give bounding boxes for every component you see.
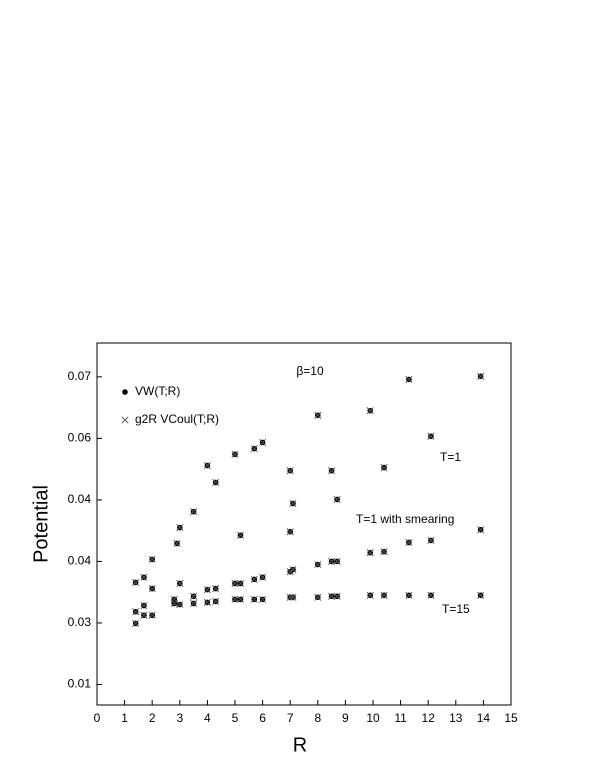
- point: [190, 599, 198, 608]
- point: [250, 575, 258, 583]
- y-tick-label: 0.01: [68, 677, 92, 691]
- point: [148, 611, 156, 619]
- point: [140, 611, 148, 619]
- y-tick-label: 0.07: [68, 369, 92, 383]
- x-tick-label: 12: [422, 711, 436, 725]
- point: [289, 566, 297, 574]
- point: [203, 598, 211, 607]
- legend-marker: [121, 416, 129, 424]
- y-axis-label: Potential: [30, 485, 52, 563]
- point: [190, 592, 198, 600]
- point: [236, 595, 245, 603]
- point: [328, 592, 336, 600]
- point: [380, 548, 388, 556]
- legend-label: g2R VCoul(T;R): [135, 412, 219, 426]
- point: [427, 536, 435, 544]
- point: [148, 585, 156, 593]
- x-tick-label: 1: [121, 711, 128, 725]
- point: [132, 578, 140, 587]
- point: [380, 591, 388, 599]
- x-tick-label: 4: [204, 711, 211, 725]
- point: [212, 585, 220, 593]
- point: [366, 407, 374, 415]
- x-axis-label: R: [293, 734, 307, 756]
- point: [333, 495, 341, 503]
- point: [140, 601, 148, 610]
- point: [333, 592, 341, 600]
- point: [231, 595, 239, 603]
- point: [427, 432, 435, 440]
- point: [132, 608, 140, 616]
- x-tick-label: 13: [449, 711, 463, 725]
- x-tick-label: 10: [366, 711, 380, 725]
- point: [176, 524, 184, 532]
- point: [212, 478, 220, 487]
- point: [173, 539, 181, 548]
- legend-label: VW(T;R): [135, 384, 180, 398]
- x-tick-label: 0: [94, 711, 101, 725]
- point: [140, 573, 148, 581]
- point: [477, 526, 485, 534]
- point: [286, 467, 294, 475]
- point: [236, 579, 245, 588]
- point: [236, 531, 245, 539]
- point: [328, 467, 336, 475]
- point: [405, 538, 413, 547]
- point: [176, 600, 184, 609]
- y-tick-label: 0.04: [68, 554, 92, 568]
- x-tick-label: 11: [394, 711, 407, 725]
- legend-marker: [122, 389, 128, 395]
- point: [405, 591, 413, 599]
- point: [477, 591, 485, 599]
- point: [289, 499, 297, 508]
- point: [231, 579, 239, 588]
- point: [314, 411, 322, 419]
- annotation: T=1 with smearing: [356, 512, 454, 526]
- y-tick-label: 0.06: [68, 431, 92, 445]
- point: [148, 555, 156, 563]
- point: [259, 595, 267, 603]
- point: [203, 586, 211, 594]
- point: [170, 599, 178, 608]
- point: [286, 528, 294, 536]
- point: [333, 557, 341, 565]
- point: [380, 464, 388, 472]
- point: [328, 557, 336, 565]
- y-tick-label: 0.04: [68, 492, 92, 506]
- point: [477, 372, 485, 380]
- y-tick-label: 0.03: [68, 615, 92, 629]
- x-tick-label: 5: [232, 711, 239, 725]
- x-tick-label: 9: [342, 711, 349, 725]
- annotation: T=15: [442, 602, 470, 616]
- point: [314, 560, 322, 569]
- x-tick-label: 6: [259, 711, 266, 725]
- x-tick-label: 7: [287, 711, 294, 725]
- chart-title: β=10: [296, 364, 324, 378]
- point: [314, 593, 322, 601]
- point: [259, 438, 267, 447]
- point: [203, 461, 211, 470]
- x-tick-label: 8: [314, 711, 321, 725]
- point: [250, 595, 258, 603]
- x-tick-label: 14: [477, 711, 491, 725]
- point: [405, 375, 413, 383]
- point: [366, 591, 374, 599]
- point: [366, 549, 374, 557]
- annotation: T=1: [440, 450, 461, 464]
- x-tick-label: 3: [176, 711, 183, 725]
- point: [231, 450, 239, 458]
- point: [212, 597, 220, 605]
- plot-frame: [96, 342, 512, 706]
- point: [286, 593, 294, 601]
- point: [132, 619, 140, 628]
- point: [176, 579, 184, 588]
- point: [259, 573, 267, 581]
- point: [250, 445, 258, 453]
- point: [190, 508, 198, 516]
- x-tick-label: 15: [504, 711, 518, 725]
- x-tick-label: 2: [149, 711, 156, 725]
- point: [289, 593, 297, 601]
- point: [427, 591, 435, 599]
